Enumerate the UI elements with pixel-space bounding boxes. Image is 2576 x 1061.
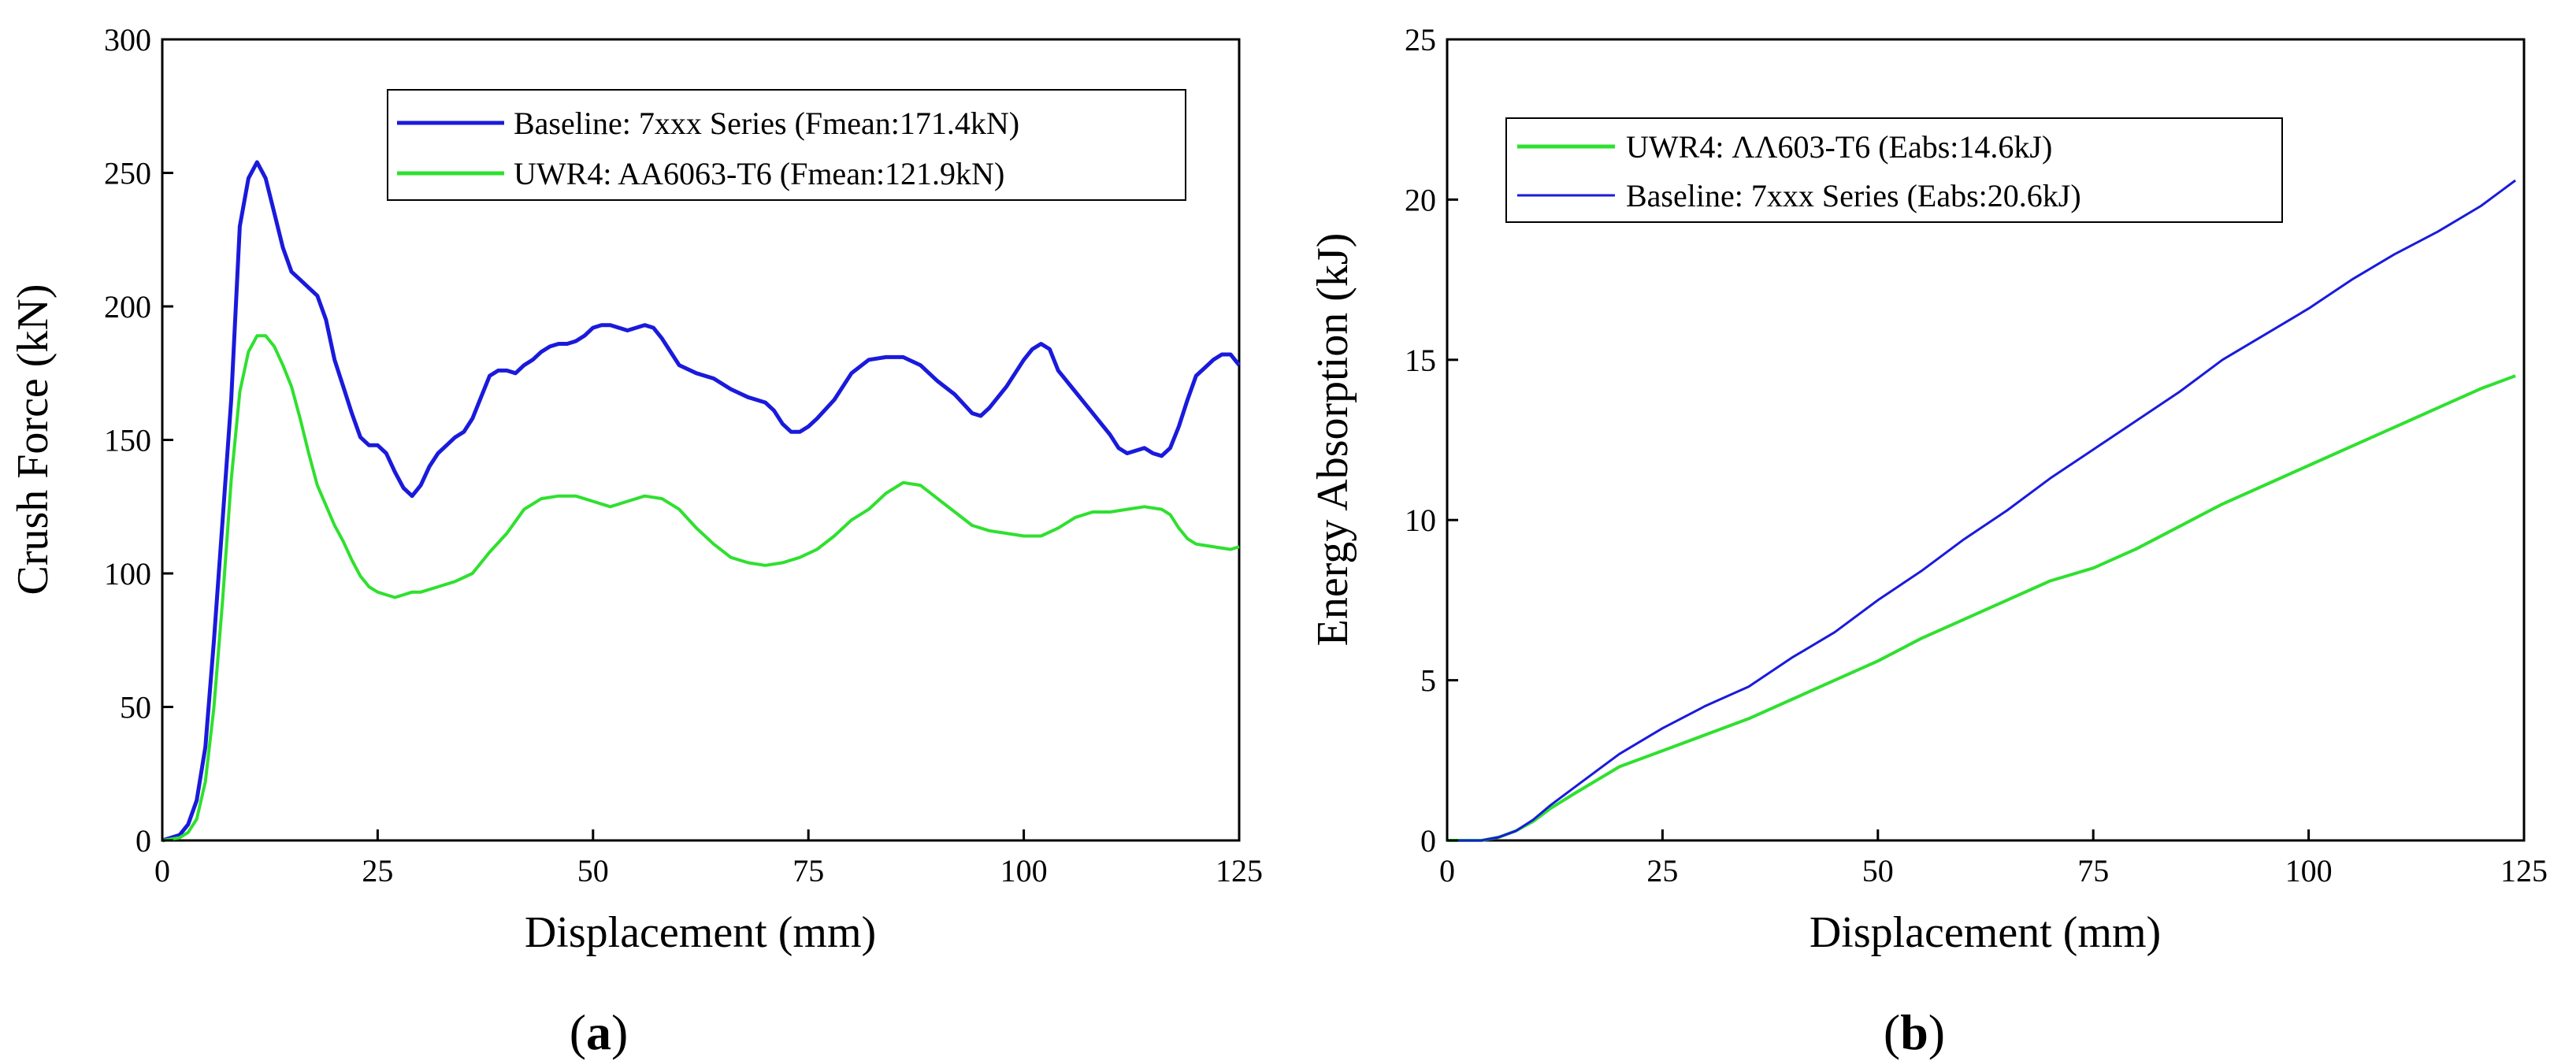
- panel-b-legend-label-1: UWR4: ΛΛ603-T6 (Eabs:14.6kJ): [1626, 129, 2052, 165]
- panel-a-x-tick-label: 100: [1000, 853, 1048, 888]
- panel-a-y-tick-label: 200: [104, 289, 151, 325]
- panel-a-legend-label-2: UWR4: AA6063-T6 (Fmean:121.9kN): [514, 156, 1004, 191]
- panel-a-series-layer: [161, 160, 1241, 843]
- panel-a-ticks-layer: 0 25 50 75 100 125 0 50 100 150 200 250 300: [104, 22, 1263, 888]
- panel-a-y-tick-label: 0: [135, 823, 151, 859]
- panel-a-label: (a): [570, 1004, 629, 1060]
- panel-a-series-line-1: [161, 160, 1241, 843]
- panel-a-x-tick-label: 0: [154, 853, 170, 888]
- panel-b-plot-frame: [1446, 38, 2526, 842]
- panel-b-x-tick-label: 125: [2500, 853, 2548, 888]
- panel-b-series-line-1: [1447, 374, 2516, 842]
- panel-b-label: (b): [1884, 1004, 1945, 1060]
- panel-b-legend-box: [1505, 117, 2283, 223]
- panel-b-y-tick-label: 15: [1405, 343, 1436, 378]
- panel-b-series-line-2: [1447, 179, 2516, 842]
- panel-b-y-tick-label: 25: [1405, 22, 1436, 58]
- panel-b-x-tick-label: 75: [2077, 853, 2109, 888]
- panel-a-y-tick-label: 150: [104, 423, 151, 458]
- panel-b-y-tick-label: 5: [1420, 663, 1436, 699]
- panel-b-legend-label-2: Baseline: 7xxx Series (Eabs:20.6kJ): [1626, 178, 2081, 213]
- panel-b-ticks-layer: 0 25 50 75 100 125 0 5 10 15 20 25: [1405, 22, 2548, 888]
- panel-b-x-tick-label: 100: [2285, 853, 2333, 888]
- panel-a-series-line-2: [161, 334, 1240, 842]
- panel-a-y-axis-title: Crush Force (kN): [9, 284, 58, 595]
- panel-b-energy-absorption-chart: 0 25 50 75 100 125 0 5 10 15 20 25 Displacement (mm…: [1308, 22, 2548, 1060]
- panel-a-x-tick-label: 25: [362, 853, 393, 888]
- panel-b-series-layer: [1447, 179, 2516, 842]
- panel-a-y-tick-label: 300: [104, 22, 151, 58]
- panel-b-x-tick-label: 0: [1439, 853, 1455, 888]
- panel-a-x-tick-label: 75: [792, 853, 824, 888]
- panel-b-x-axis-title: Displacement (mm): [1810, 908, 2161, 957]
- panel-a-y-tick-label: 100: [104, 556, 151, 592]
- panel-a-legend-label-1: Baseline: 7xxx Series (Fmean:171.4kN): [514, 106, 1019, 141]
- panel-a-x-axis-title: Displacement (mm): [525, 908, 876, 957]
- panel-a-legend-box: [387, 89, 1186, 201]
- panel-b-y-tick-label: 20: [1405, 182, 1436, 217]
- panel-b-y-tick-label: 10: [1405, 503, 1436, 538]
- panel-a-y-tick-label: 50: [120, 690, 151, 725]
- panel-a-x-tick-label: 125: [1216, 853, 1263, 888]
- panel-b-label-letter: b: [1900, 1004, 1928, 1060]
- panel-b-y-tick-label: 0: [1420, 823, 1436, 859]
- panel-a-y-tick-label: 250: [104, 156, 151, 191]
- panel-b-y-axis-title: Energy Absorption (kJ): [1308, 233, 1357, 647]
- panel-a-legend: Baseline: 7xxx Series (Fmean:171.4kN) UW…: [387, 89, 1186, 201]
- panel-b-x-tick-label: 50: [1862, 853, 1894, 888]
- panel-b-x-tick-label: 25: [1646, 853, 1678, 888]
- panel-a-label-letter: a: [586, 1004, 611, 1060]
- panel-b-legend: UWR4: ΛΛ603-T6 (Eabs:14.6kJ) Baseline: 7…: [1505, 117, 2283, 223]
- panel-a-crush-force-chart: 0 25 50 75 100 125 0 50 100 150 200 250 300 Displace…: [9, 22, 1263, 1060]
- panel-a-x-tick-label: 50: [577, 853, 609, 888]
